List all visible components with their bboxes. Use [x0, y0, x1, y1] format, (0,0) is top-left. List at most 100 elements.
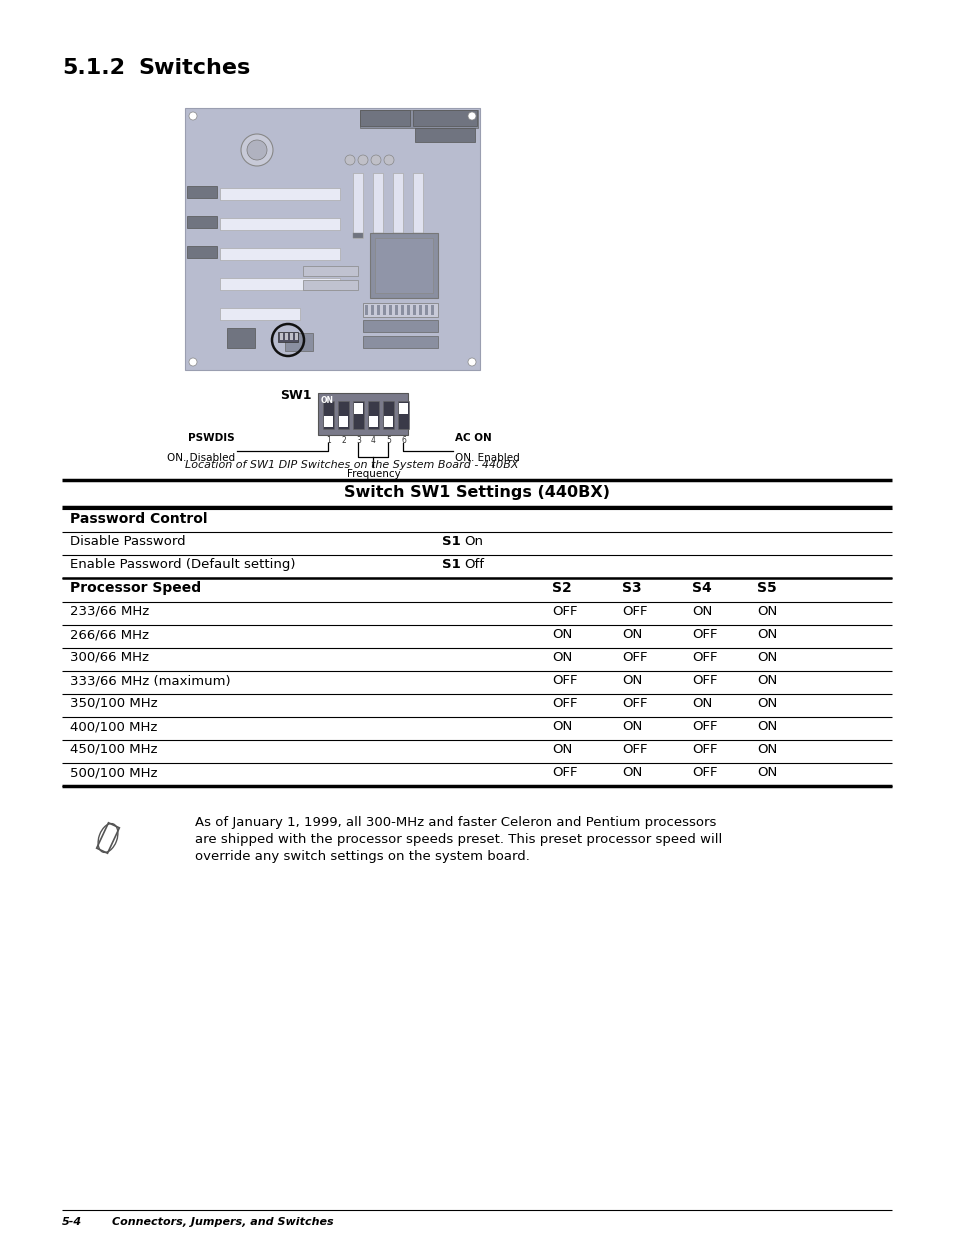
- Bar: [389, 305, 392, 315]
- Bar: [303, 280, 357, 290]
- Bar: [294, 333, 297, 340]
- Text: ON: ON: [757, 766, 777, 779]
- Text: 333/66 MHz (maximum): 333/66 MHz (maximum): [70, 674, 231, 687]
- Bar: [280, 333, 283, 340]
- Text: ON: ON: [621, 766, 641, 779]
- Bar: [290, 333, 293, 340]
- Text: OFF: OFF: [691, 766, 717, 779]
- Bar: [317, 393, 408, 435]
- Bar: [431, 305, 434, 315]
- Bar: [370, 233, 437, 298]
- Text: 4: 4: [371, 436, 375, 445]
- Bar: [395, 305, 397, 315]
- Text: Connectors, Jumpers, and Switches: Connectors, Jumpers, and Switches: [112, 1216, 334, 1228]
- Text: Frequency: Frequency: [346, 469, 400, 479]
- Bar: [398, 403, 408, 414]
- Circle shape: [189, 358, 196, 366]
- Text: Disable Password: Disable Password: [70, 535, 186, 548]
- Bar: [363, 303, 437, 317]
- Text: ON: ON: [552, 651, 572, 664]
- Text: ON. Disabled: ON. Disabled: [167, 453, 234, 463]
- Text: 300/66 MHz: 300/66 MHz: [70, 651, 149, 664]
- Text: OFF: OFF: [691, 720, 717, 734]
- Bar: [354, 403, 363, 414]
- Bar: [407, 305, 410, 315]
- Circle shape: [241, 135, 273, 165]
- Text: S5: S5: [757, 580, 776, 595]
- Text: ON: ON: [757, 605, 777, 618]
- Bar: [220, 308, 299, 320]
- Text: Processor Speed: Processor Speed: [70, 580, 201, 595]
- Circle shape: [371, 156, 380, 165]
- Text: OFF: OFF: [691, 629, 717, 641]
- Text: ON: ON: [621, 629, 641, 641]
- Circle shape: [247, 140, 267, 161]
- Text: Switch SW1 Settings (440BX): Switch SW1 Settings (440BX): [344, 485, 609, 500]
- Bar: [285, 333, 288, 340]
- Circle shape: [384, 156, 394, 165]
- Text: override any switch settings on the system board.: override any switch settings on the syst…: [194, 850, 529, 863]
- Bar: [397, 401, 409, 429]
- Bar: [353, 173, 363, 238]
- Bar: [373, 173, 382, 238]
- Text: ON: ON: [552, 720, 572, 734]
- Bar: [400, 305, 403, 315]
- Text: S4: S4: [691, 580, 711, 595]
- Bar: [359, 110, 477, 128]
- Text: OFF: OFF: [621, 605, 647, 618]
- Bar: [220, 278, 339, 290]
- Text: 1: 1: [326, 436, 331, 445]
- Text: Password Control: Password Control: [70, 513, 208, 526]
- Bar: [376, 305, 379, 315]
- Bar: [413, 305, 416, 315]
- Text: OFF: OFF: [621, 743, 647, 756]
- Circle shape: [345, 156, 355, 165]
- Bar: [418, 305, 421, 315]
- Text: S3: S3: [621, 580, 641, 595]
- Bar: [369, 416, 377, 427]
- Text: ON: ON: [691, 605, 712, 618]
- Text: ON: ON: [757, 697, 777, 710]
- Text: 5-4: 5-4: [62, 1216, 82, 1228]
- Bar: [220, 248, 339, 261]
- Bar: [393, 173, 402, 238]
- Text: ON: ON: [757, 651, 777, 664]
- Text: 2: 2: [341, 436, 346, 445]
- Text: 3: 3: [355, 436, 360, 445]
- Bar: [277, 332, 297, 342]
- Text: As of January 1, 1999, all 300-MHz and faster Celeron and Pentium processors: As of January 1, 1999, all 300-MHz and f…: [194, 816, 716, 829]
- Text: S1: S1: [441, 558, 460, 571]
- Bar: [227, 329, 254, 348]
- Text: 350/100 MHz: 350/100 MHz: [70, 697, 157, 710]
- Text: OFF: OFF: [691, 651, 717, 664]
- Bar: [363, 336, 437, 348]
- Circle shape: [468, 112, 476, 120]
- Text: OFF: OFF: [621, 651, 647, 664]
- Bar: [413, 110, 476, 126]
- Bar: [413, 233, 422, 238]
- Bar: [220, 188, 339, 200]
- Text: Switches: Switches: [138, 58, 250, 78]
- Text: ON: ON: [621, 720, 641, 734]
- Bar: [187, 186, 216, 198]
- Text: ON: ON: [552, 629, 572, 641]
- Text: S2: S2: [552, 580, 571, 595]
- Bar: [187, 216, 216, 228]
- Bar: [323, 401, 334, 429]
- Bar: [365, 305, 368, 315]
- Text: 500/100 MHz: 500/100 MHz: [70, 766, 157, 779]
- Bar: [415, 128, 475, 142]
- Bar: [363, 320, 437, 332]
- Text: ON: ON: [621, 674, 641, 687]
- Bar: [382, 401, 394, 429]
- Bar: [373, 233, 382, 238]
- Text: 5: 5: [386, 436, 391, 445]
- Text: OFF: OFF: [691, 743, 717, 756]
- Bar: [303, 266, 357, 275]
- Bar: [359, 110, 410, 126]
- Bar: [338, 416, 348, 427]
- Bar: [368, 401, 378, 429]
- Text: OFF: OFF: [552, 766, 577, 779]
- Text: OFF: OFF: [621, 697, 647, 710]
- Circle shape: [468, 358, 476, 366]
